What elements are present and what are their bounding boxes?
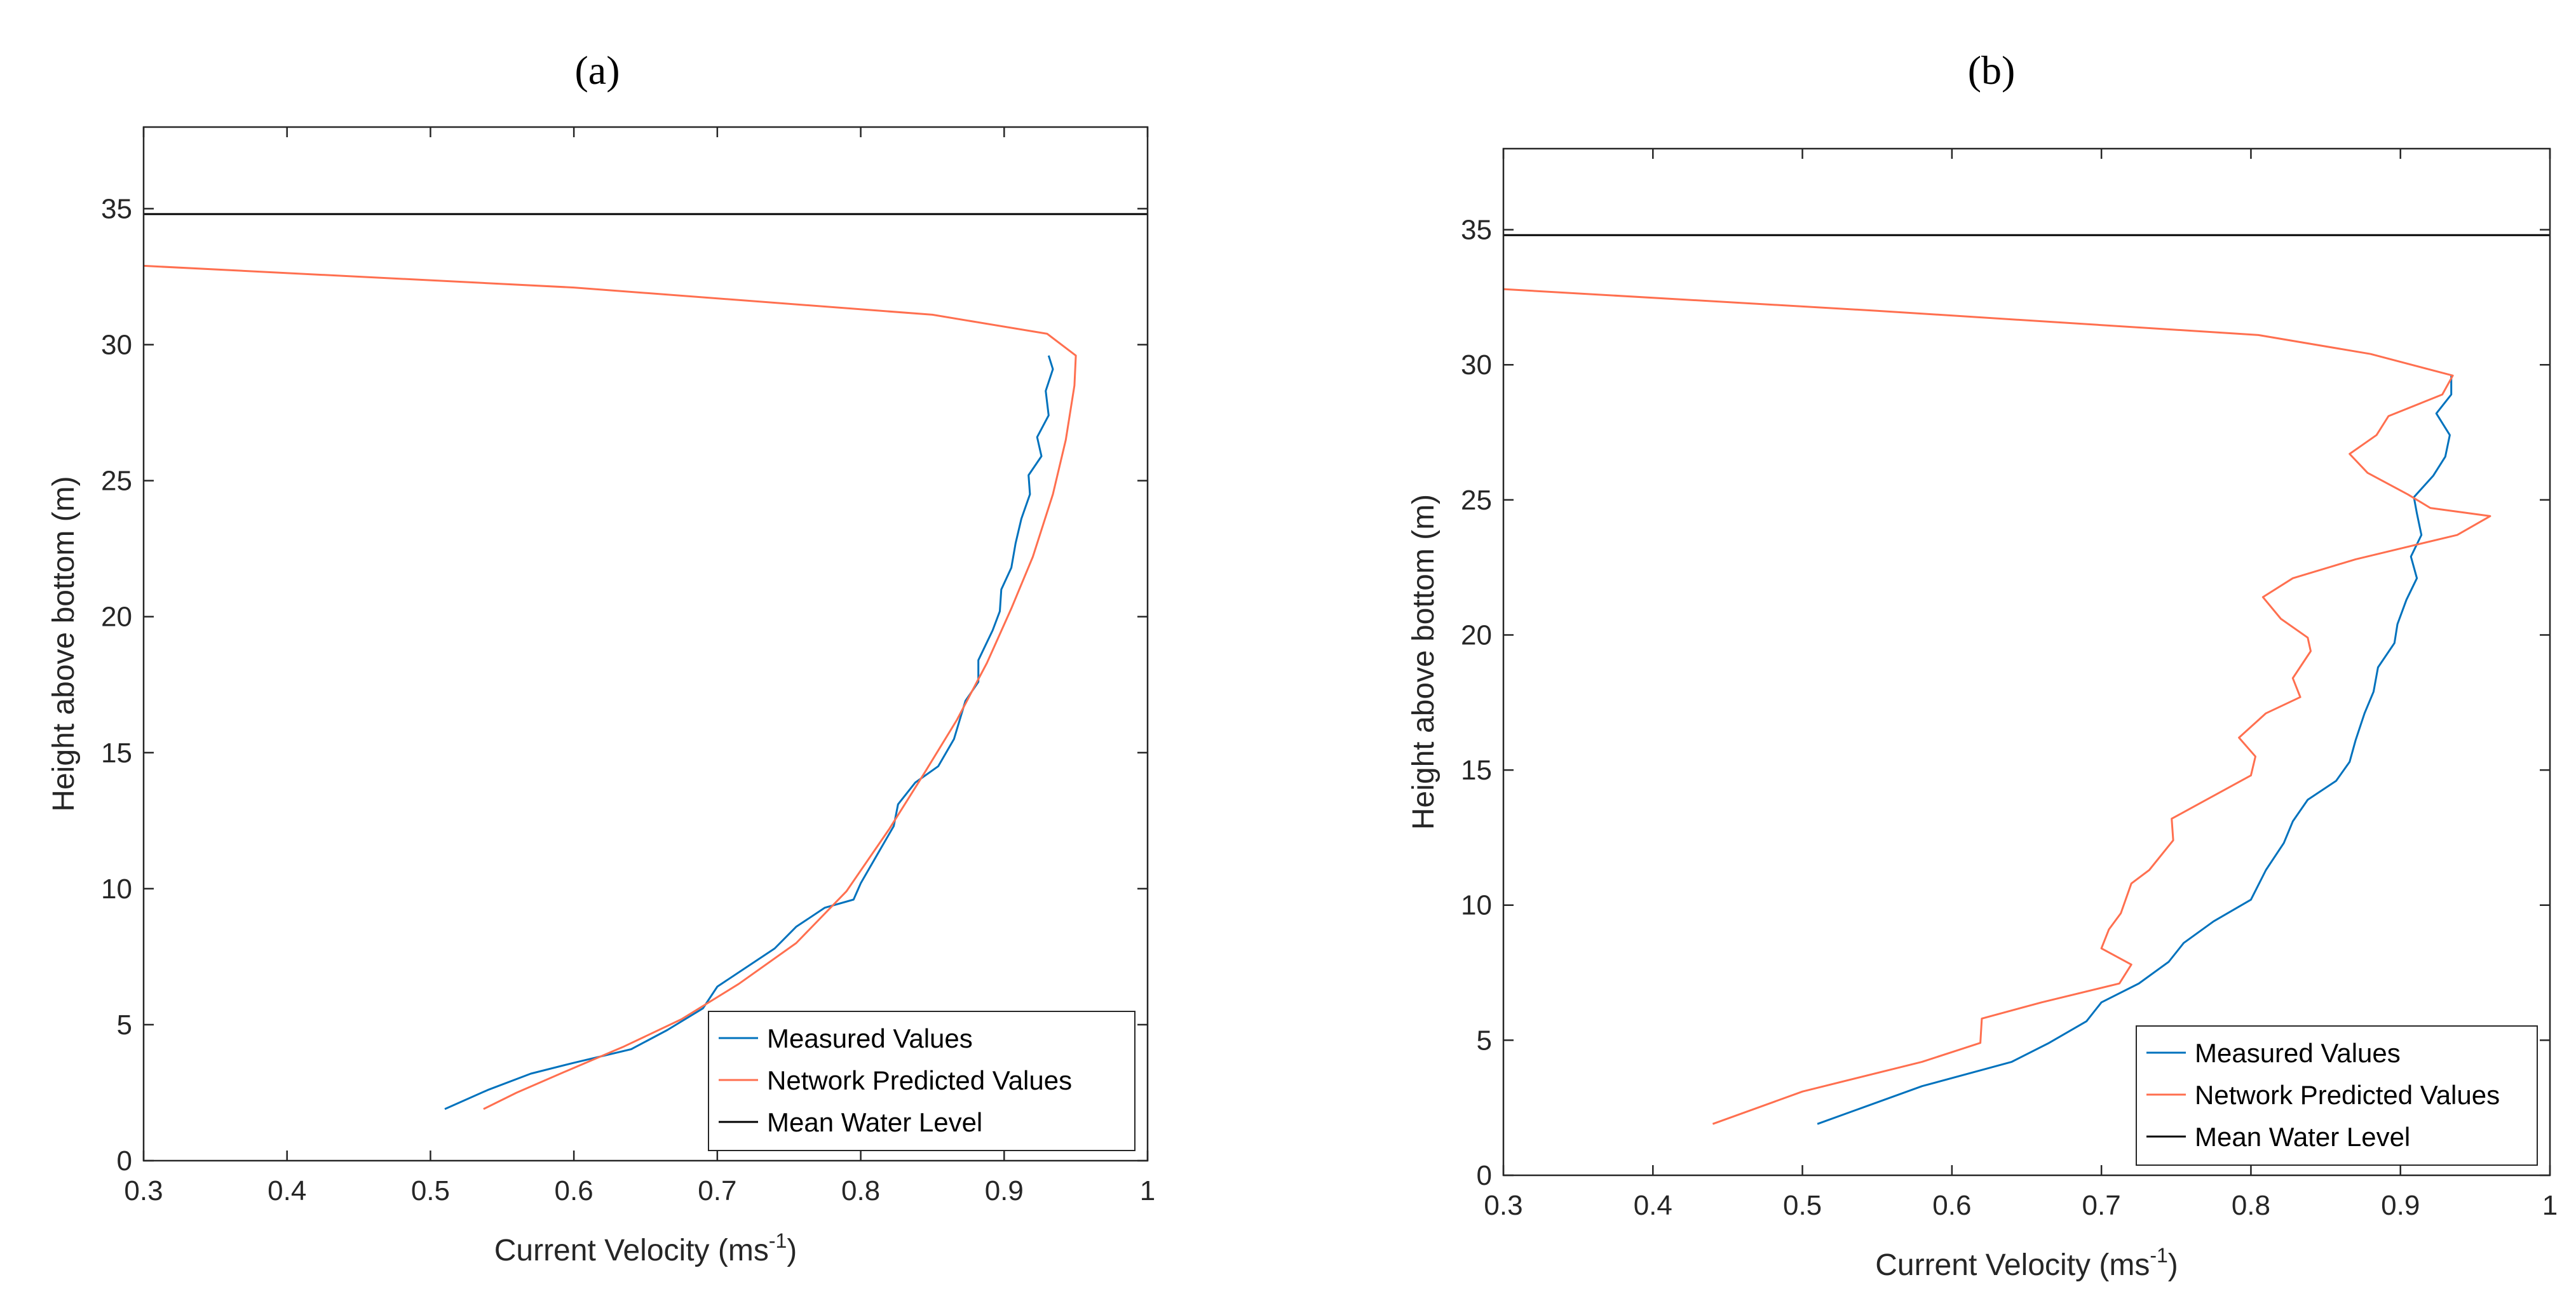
axes-frame (1502, 147, 2551, 1177)
legend-label-measured-values: Measured Values (2195, 1038, 2401, 1068)
x-tick-label: 0.9 (2381, 1190, 2420, 1221)
y-tick-label: 25 (101, 466, 132, 497)
y-tick-label: 30 (101, 330, 132, 361)
panel-label: (b) (1968, 48, 2016, 93)
y-tick-label: 10 (101, 874, 132, 905)
plot-area (144, 213, 1148, 1110)
x-axis-label: Current Velocity (ms-1) (1875, 1244, 2178, 1282)
y-tick-label: 25 (1461, 485, 1492, 516)
axes-frame (142, 126, 1149, 1162)
y-tick-label: 10 (1461, 890, 1492, 921)
legend: Measured Values Network Predicted Values M… (2136, 1025, 2538, 1166)
y-axis-label: Height above bottom (m) (47, 476, 81, 811)
y-tick-label: 0 (1477, 1160, 1492, 1191)
x-tick-label: 0.5 (1783, 1190, 1822, 1221)
x-tick-label: 1 (1140, 1175, 1155, 1206)
y-tick-label: 20 (101, 602, 132, 633)
x-tick-label: 0.5 (411, 1175, 450, 1206)
y-tick-label: 20 (1461, 619, 1492, 651)
measured-values-line (444, 355, 1054, 1110)
x-tick-label: 0.8 (841, 1175, 880, 1206)
network-predicted-values-line (1503, 288, 2491, 1125)
y-tick-label: 35 (1461, 215, 1492, 246)
x-axis-label: Current Velocity (ms-1) (494, 1229, 797, 1267)
y-tick-label: 35 (101, 193, 132, 224)
x-tick-label: 0.6 (555, 1175, 593, 1206)
y-tick-label: 0 (117, 1145, 132, 1177)
plot-area (1503, 234, 2550, 1125)
x-tick-label: 0.6 (1932, 1190, 1971, 1221)
legend-box (2136, 1025, 2538, 1166)
y-tick-label: 30 (1461, 349, 1492, 381)
y-tick-label: 15 (101, 738, 132, 769)
x-tick-label: 0.4 (1634, 1190, 1672, 1221)
legend-label-mean-water-level: Mean Water Level (767, 1107, 982, 1137)
x-tick-label: 0.7 (698, 1175, 736, 1206)
y-axis-label: Height above bottom (m) (1407, 494, 1441, 830)
x-tick-label: 0.7 (2082, 1190, 2121, 1221)
x-tick-label: 0.4 (268, 1175, 306, 1206)
x-tick-label: 0.3 (124, 1175, 163, 1206)
x-tick-label: 1 (2542, 1190, 2558, 1221)
legend-label-network-predicted-values: Network Predicted Values (2195, 1080, 2500, 1110)
y-tick-label: 5 (1477, 1025, 1492, 1056)
measured-values-line (1817, 375, 2453, 1125)
panel-label: (a) (574, 48, 620, 93)
legend-label-measured-values: Measured Values (767, 1023, 973, 1053)
y-tick-label: 5 (117, 1009, 132, 1041)
legend-label-mean-water-level: Mean Water Level (2195, 1122, 2410, 1152)
legend: Measured Values Network Predicted Values M… (708, 1011, 1135, 1151)
chart-panel-1: (a)0.3 0.4 0.5 0.6 0.7 0.8 0.9 105101520253035C… (47, 48, 1155, 1267)
y-tick-label: 15 (1461, 755, 1492, 786)
network-predicted-values-line (144, 264, 1077, 1110)
legend-label-network-predicted-values: Network Predicted Values (767, 1065, 1072, 1095)
x-tick-label: 0.8 (2232, 1190, 2270, 1221)
x-tick-label: 0.3 (1484, 1190, 1522, 1221)
legend-box (708, 1011, 1135, 1151)
x-tick-label: 0.9 (985, 1175, 1024, 1206)
chart-panel-2: (b)0.3 0.4 0.5 0.6 0.7 0.8 0.9 105101520253035C… (1407, 48, 2558, 1282)
